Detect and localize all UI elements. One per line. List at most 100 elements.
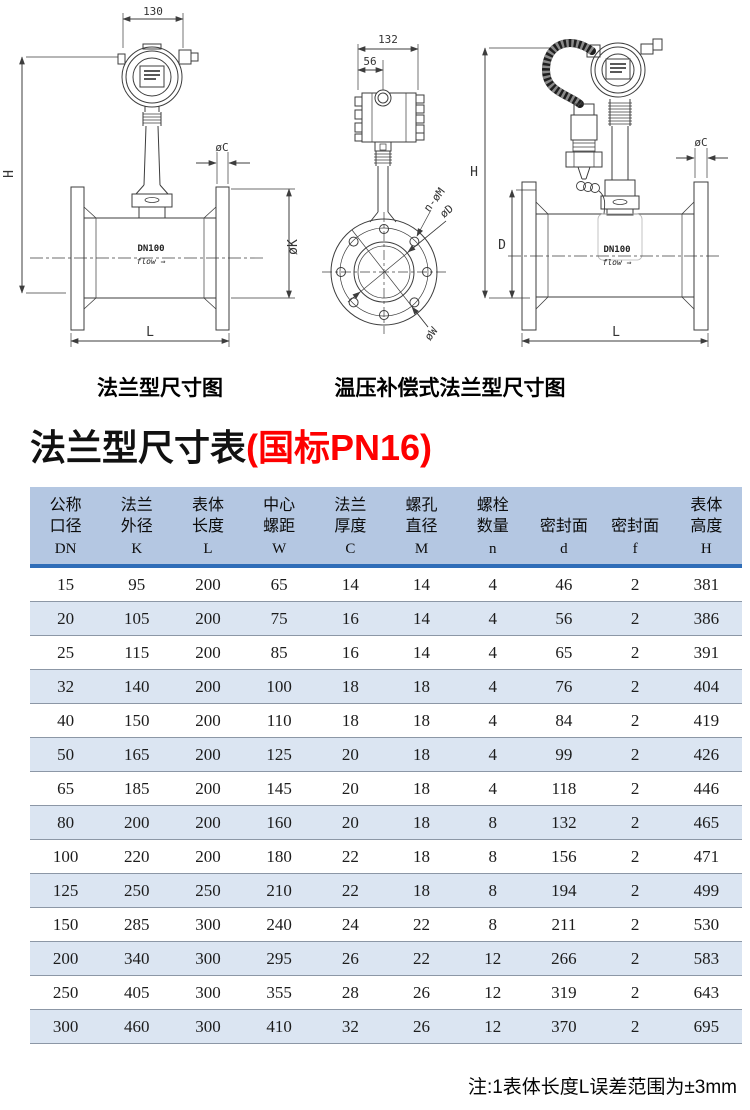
table-cell: 115: [101, 635, 173, 670]
table-cell: 20: [30, 601, 102, 636]
table-cell: 4: [457, 601, 529, 636]
table-cell: 194: [528, 873, 600, 908]
table-cell: 8: [457, 805, 529, 840]
table-header: 公称 口径 DN 法兰 外径 K 表体 长度 L 中心 螺距 W 法兰 厚度 C 螺孔 直径 M 螺栓 数量 n 密封面 d…: [30, 487, 742, 568]
table-cell: 50: [30, 737, 102, 772]
table-cell: 4: [457, 635, 529, 670]
table-cell: 405: [101, 975, 173, 1010]
table-cell: 15: [57, 574, 75, 594]
table-cell: 2: [599, 805, 671, 840]
table-cell: 26: [385, 1009, 458, 1044]
column-header-DN: 公称 口径 DN: [30, 487, 102, 568]
table-cell: 250: [30, 975, 102, 1010]
table-row: 200 340 300 295 26 22 12 266 2 583: [30, 941, 742, 976]
dim-label-h-right: H: [470, 165, 478, 180]
caption-flange-type: 法兰型尺寸图: [97, 377, 223, 400]
table-cell: 355: [243, 975, 315, 1010]
column-header-M: 螺孔 直径 M: [385, 487, 458, 568]
dim-label-od: øD: [437, 202, 456, 220]
table-cell: 2: [599, 669, 671, 704]
table-cell: 18: [385, 703, 458, 738]
table-cell: 18: [385, 771, 458, 806]
table-cell: 145: [243, 771, 315, 806]
table-cell: 340: [101, 941, 173, 976]
table-cell: 2: [599, 941, 671, 976]
column-header-K: 法兰 外径 K: [101, 487, 173, 568]
table-cell: 99: [528, 737, 600, 772]
table-cell: 200: [172, 703, 244, 738]
dim-label-oc-left: øC: [215, 141, 228, 154]
table-cell: 285: [101, 907, 173, 942]
table-cell: 300: [30, 1009, 102, 1044]
table-cell: 16: [314, 635, 386, 670]
table-cell: 165: [101, 737, 173, 772]
table-cell: 200: [172, 805, 244, 840]
table-cell: 46: [555, 574, 573, 594]
table-cell: 4: [457, 703, 529, 738]
compensated-meter-drawing: [482, 38, 728, 347]
table-cell: 4: [457, 771, 529, 806]
table-cell: 200: [172, 771, 244, 806]
table-row: 300 460 300 410 32 26 12 370 2 695: [30, 1009, 742, 1044]
table-row: 80 200 200 160 20 18 8 132 2 465: [30, 805, 742, 840]
table-cell: 499: [670, 873, 742, 908]
table-cell: 65: [270, 574, 288, 594]
dimension-drawings: 130 H øC øK L DN100 flow ⇒: [2, 5, 728, 347]
table-row: 250 405 300 355 28 26 12 319 2 643: [30, 975, 742, 1010]
table-cell: 2: [599, 771, 671, 806]
table-cell: 2: [599, 839, 671, 874]
table-cell: 386: [670, 601, 742, 636]
table-cell: 300: [172, 975, 244, 1010]
table-cell: 18: [385, 805, 458, 840]
column-header-C: 法兰 厚度 C: [314, 487, 386, 568]
table-cell: 22: [314, 839, 386, 874]
table-cell: 132: [528, 805, 600, 840]
table-cell: 295: [243, 941, 315, 976]
table-cell: 300: [172, 1009, 244, 1044]
caption-compensated-type: 温压补偿式法兰型尺寸图: [334, 377, 566, 400]
table-cell: 18: [385, 669, 458, 704]
table-cell: 643: [670, 975, 742, 1010]
table-row: 125 250 250 210 22 18 8 194 2 499: [30, 873, 742, 908]
flow-label-right: flow ⇒: [603, 258, 632, 267]
dim-label-ow: øW: [422, 324, 441, 343]
tolerance-note: 注:1表体长度L误差范围为±3mm: [467, 1077, 737, 1098]
table-cell: 14: [413, 574, 431, 594]
table-cell: 110: [243, 703, 315, 738]
table-cell: 211: [528, 907, 600, 942]
flow-label-left: flow ⇒: [137, 257, 166, 266]
table-cell: 200: [172, 601, 244, 636]
table-row: 15 95 200 65 14 14 4 46 2 381: [30, 566, 742, 602]
table-row: 25 115 200 85 16 14 4 65 2 391: [30, 635, 742, 670]
table-cell: 118: [528, 771, 600, 806]
table-cell: 2: [599, 975, 671, 1010]
table-cell: 200: [172, 635, 244, 670]
table-cell: 185: [101, 771, 173, 806]
table-cell: 200: [30, 941, 102, 976]
table-row: 100 220 200 180 22 18 8 156 2 471: [30, 839, 742, 874]
column-header-W: 中心 螺距 W: [243, 487, 315, 568]
table-cell: 460: [101, 1009, 173, 1044]
table-cell: 8: [457, 873, 529, 908]
column-header-f: 密封面 f: [599, 487, 671, 568]
table-cell: 4: [457, 737, 529, 772]
table-cell: 140: [101, 669, 173, 704]
table-cell: 24: [314, 907, 386, 942]
table-cell: 426: [670, 737, 742, 772]
dim-label-l-right: L: [612, 325, 620, 340]
table-cell: 22: [314, 873, 386, 908]
table-cell: 75: [243, 601, 315, 636]
dim-label-56: 56: [363, 55, 376, 68]
table-cell: 250: [172, 873, 244, 908]
table-cell: 28: [314, 975, 386, 1010]
table-cell: 105: [101, 601, 173, 636]
table-cell: 200: [101, 805, 173, 840]
dim-label-h-left: H: [2, 170, 17, 178]
flange-face-drawing: [322, 44, 447, 334]
body-label-dn100-left: DN100: [137, 244, 164, 254]
dimensions-table: 公称 口径 DN 法兰 外径 K 表体 长度 L 中心 螺距 W 法兰 厚度 C 螺孔 直径 M 螺栓 数量 n 密封面 d…: [30, 487, 742, 1044]
table-cell: 695: [670, 1009, 742, 1044]
table-cell: 4: [488, 574, 497, 594]
table-cell: 160: [243, 805, 315, 840]
table-cell: 530: [670, 907, 742, 942]
